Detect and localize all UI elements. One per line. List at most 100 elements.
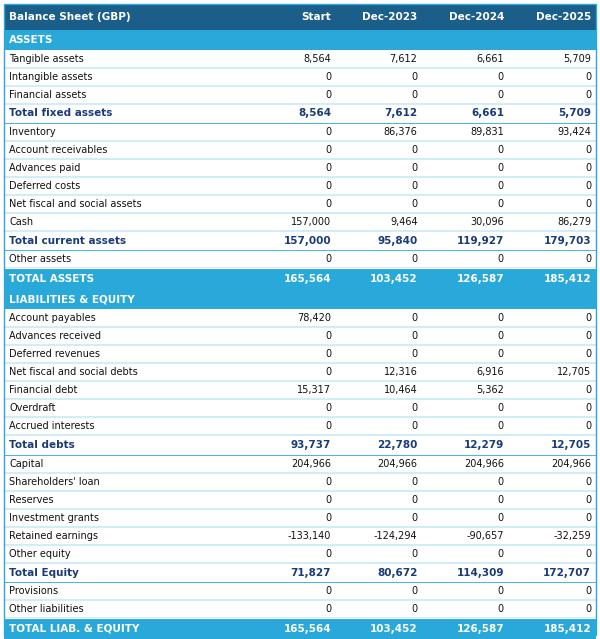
Bar	[4, 618, 596, 639]
Bar	[4, 31, 596, 50]
Bar	[4, 309, 596, 327]
Text: 0: 0	[585, 89, 591, 100]
Text: Inventory: Inventory	[9, 127, 56, 137]
Text: 0: 0	[325, 332, 331, 341]
Text: 89,831: 89,831	[470, 127, 504, 137]
Text: 0: 0	[412, 477, 418, 487]
Text: Dec-2025: Dec-2025	[536, 12, 591, 22]
Text: Provisions: Provisions	[9, 586, 58, 596]
Bar	[4, 345, 596, 364]
Text: 0: 0	[412, 422, 418, 431]
Text: Shareholders' loan: Shareholders' loan	[9, 477, 100, 487]
Text: 12,279: 12,279	[464, 440, 504, 450]
Bar	[4, 141, 596, 159]
Text: 0: 0	[325, 145, 331, 155]
Text: 0: 0	[585, 549, 591, 559]
Text: 204,966: 204,966	[551, 459, 591, 469]
Bar	[4, 159, 596, 177]
Text: 5,709: 5,709	[563, 54, 591, 64]
Bar	[4, 473, 596, 491]
Text: 0: 0	[412, 89, 418, 100]
Text: 0: 0	[498, 313, 504, 323]
Text: Tangible assets: Tangible assets	[9, 54, 84, 64]
Text: 12,705: 12,705	[557, 367, 591, 378]
Text: 0: 0	[412, 513, 418, 523]
Text: 0: 0	[585, 199, 591, 209]
Text: 12,705: 12,705	[551, 440, 591, 450]
Text: Deferred costs: Deferred costs	[9, 181, 80, 191]
Text: 0: 0	[325, 403, 331, 413]
Text: 185,412: 185,412	[544, 274, 591, 284]
Text: 0: 0	[498, 145, 504, 155]
Text: 0: 0	[325, 199, 331, 209]
Text: 0: 0	[325, 127, 331, 137]
Text: 0: 0	[412, 332, 418, 341]
Text: 0: 0	[412, 313, 418, 323]
Text: 0: 0	[325, 495, 331, 505]
Bar	[4, 68, 596, 86]
Text: 0: 0	[498, 89, 504, 100]
Text: 0: 0	[325, 477, 331, 487]
Text: Other assets: Other assets	[9, 254, 71, 265]
Text: 6,661: 6,661	[476, 54, 504, 64]
Text: 114,309: 114,309	[457, 567, 504, 578]
Text: 103,452: 103,452	[370, 624, 418, 634]
Text: 204,966: 204,966	[464, 459, 504, 469]
Text: Start: Start	[301, 12, 331, 22]
Bar	[4, 509, 596, 527]
Bar	[4, 436, 596, 455]
Bar	[4, 364, 596, 381]
Text: 0: 0	[585, 604, 591, 614]
Text: 8,564: 8,564	[298, 109, 331, 118]
Text: 0: 0	[412, 586, 418, 596]
Bar	[4, 582, 596, 600]
Text: Cash: Cash	[9, 217, 33, 227]
Text: Dec-2023: Dec-2023	[362, 12, 418, 22]
Text: -133,140: -133,140	[288, 531, 331, 541]
Text: 93,424: 93,424	[557, 127, 591, 137]
Bar	[4, 545, 596, 563]
Text: 0: 0	[498, 513, 504, 523]
Text: 0: 0	[412, 495, 418, 505]
Text: 22,780: 22,780	[377, 440, 418, 450]
Text: Financial debt: Financial debt	[9, 385, 77, 396]
Text: 165,564: 165,564	[283, 274, 331, 284]
Text: 15,317: 15,317	[297, 385, 331, 396]
Text: 0: 0	[412, 163, 418, 173]
Text: 6,916: 6,916	[476, 367, 504, 378]
Text: 0: 0	[498, 199, 504, 209]
Text: -32,259: -32,259	[553, 531, 591, 541]
Bar	[4, 177, 596, 195]
Text: Total debts: Total debts	[9, 440, 75, 450]
Bar	[4, 4, 596, 31]
Text: 0: 0	[585, 513, 591, 523]
Text: Total current assets: Total current assets	[9, 236, 126, 246]
Text: 71,827: 71,827	[290, 567, 331, 578]
Text: Financial assets: Financial assets	[9, 89, 86, 100]
Text: 0: 0	[325, 513, 331, 523]
Text: Account receivables: Account receivables	[9, 145, 107, 155]
Bar	[4, 290, 596, 309]
Bar	[4, 327, 596, 345]
Text: 0: 0	[585, 313, 591, 323]
Text: 0: 0	[498, 422, 504, 431]
Text: 8,564: 8,564	[304, 54, 331, 64]
Text: 0: 0	[585, 422, 591, 431]
Bar	[4, 563, 596, 582]
Text: 0: 0	[412, 72, 418, 82]
Text: 165,564: 165,564	[283, 624, 331, 634]
Text: 0: 0	[585, 403, 591, 413]
Text: 0: 0	[325, 72, 331, 82]
Text: Intangible assets: Intangible assets	[9, 72, 92, 82]
Text: 157,000: 157,000	[291, 217, 331, 227]
Text: 185,412: 185,412	[544, 624, 591, 634]
Text: 0: 0	[498, 181, 504, 191]
Text: LIABILITIES & EQUITY: LIABILITIES & EQUITY	[9, 295, 135, 305]
Bar	[4, 600, 596, 618]
Bar	[4, 250, 596, 268]
Text: Other equity: Other equity	[9, 549, 71, 559]
Text: Overdraft: Overdraft	[9, 403, 56, 413]
Text: 179,703: 179,703	[544, 236, 591, 246]
Text: 0: 0	[498, 477, 504, 487]
Bar	[4, 123, 596, 141]
